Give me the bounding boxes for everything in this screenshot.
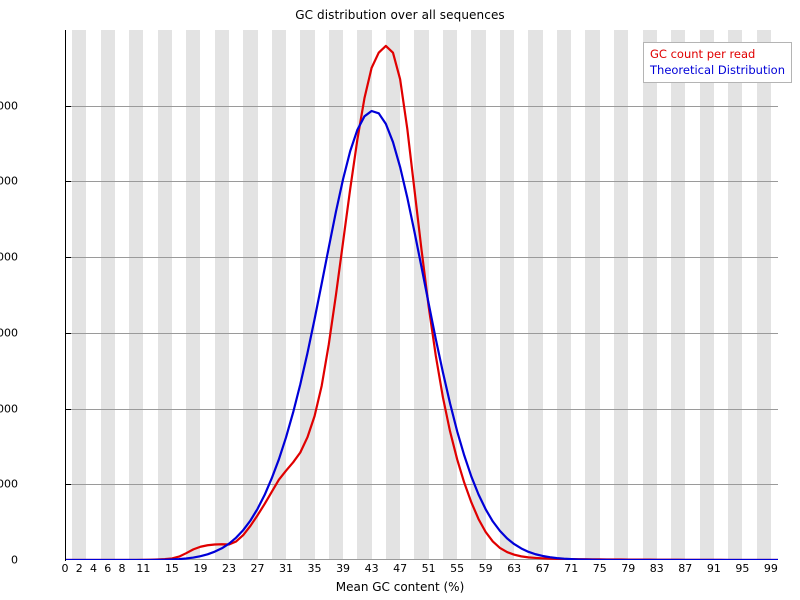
gridline bbox=[65, 181, 778, 183]
x-axis-tick-label: 99 bbox=[763, 562, 778, 575]
background-band bbox=[756, 30, 771, 560]
x-axis-tick-label: 4 bbox=[90, 562, 98, 575]
y-axis-tick-label: 1000000 bbox=[0, 477, 18, 491]
series-line bbox=[65, 109, 778, 560]
x-axis-tick-label: 83 bbox=[649, 562, 664, 575]
y-axis-tick-label: 2000000 bbox=[0, 402, 18, 416]
x-axis-tick-label: 67 bbox=[535, 562, 550, 575]
x-axis-label: Mean GC content (%) bbox=[335, 580, 465, 594]
x-axis-tick-label: 19 bbox=[193, 562, 208, 575]
background-band bbox=[214, 30, 229, 560]
legend: GC count per read Theoretical Distributi… bbox=[643, 42, 792, 83]
legend-item-gc-count-per-read: GC count per read bbox=[650, 47, 756, 61]
axis-x-line bbox=[65, 559, 778, 560]
background-band bbox=[157, 30, 172, 560]
background-band bbox=[585, 30, 600, 560]
x-axis-tick-label: 23 bbox=[221, 562, 236, 575]
x-axis-tick-label: 71 bbox=[564, 562, 579, 575]
y-axis-tick-label: 0 bbox=[11, 553, 18, 567]
x-axis-tick-label: 8 bbox=[118, 562, 126, 575]
data-curves bbox=[65, 44, 778, 560]
background-band bbox=[414, 30, 429, 560]
background-band bbox=[471, 30, 486, 560]
y-axis-tick-mark bbox=[65, 332, 71, 334]
background-band bbox=[243, 30, 258, 560]
y-axis-tick-label: 4000000 bbox=[0, 250, 18, 264]
gridline bbox=[65, 332, 778, 334]
legend-item-theoretical-distribution: Theoretical Distribution bbox=[650, 63, 785, 77]
x-axis-tick-label: 95 bbox=[735, 562, 750, 575]
chart-title: GC distribution over all sequences bbox=[295, 8, 505, 22]
x-axis-tick-label: 43 bbox=[364, 562, 379, 575]
x-axis-tick-label: 47 bbox=[393, 562, 408, 575]
background-band bbox=[699, 30, 714, 560]
background-band bbox=[528, 30, 543, 560]
x-axis-tick-label: 75 bbox=[592, 562, 607, 575]
x-axis-tick-label: 79 bbox=[621, 562, 636, 575]
x-axis-tick-label: 31 bbox=[279, 562, 294, 575]
background-band bbox=[129, 30, 144, 560]
y-axis-tick-mark bbox=[65, 181, 71, 183]
series-line bbox=[65, 44, 778, 560]
x-axis-tick-label: 91 bbox=[706, 562, 721, 575]
x-axis-tick-label: 39 bbox=[336, 562, 351, 575]
x-axis-tick-label: 11 bbox=[136, 562, 151, 575]
x-axis-tick-label: 51 bbox=[421, 562, 436, 575]
background-band bbox=[614, 30, 629, 560]
x-axis-tick-label: 0 bbox=[61, 562, 69, 575]
axis-y-line bbox=[65, 30, 66, 561]
x-axis-tick-label: 87 bbox=[678, 562, 693, 575]
background-bands bbox=[65, 30, 778, 560]
x-axis-tick-label: 27 bbox=[250, 562, 265, 575]
y-axis-tick-mark bbox=[65, 105, 71, 107]
plot-area bbox=[65, 30, 778, 560]
x-axis-tick-label: 2 bbox=[75, 562, 83, 575]
gridline bbox=[65, 105, 778, 107]
x-axis-tick-label: 35 bbox=[307, 562, 322, 575]
x-axis-tick-label: 55 bbox=[450, 562, 465, 575]
y-axis-tick-label: 3000000 bbox=[0, 326, 18, 340]
gridline bbox=[65, 484, 778, 486]
background-band bbox=[357, 30, 372, 560]
y-axis-tick-mark bbox=[65, 484, 71, 486]
y-axis-tick-mark bbox=[65, 257, 71, 259]
background-band bbox=[385, 30, 401, 560]
background-band bbox=[186, 30, 201, 560]
y-axis-tick-label: 5000000 bbox=[0, 174, 18, 188]
background-band bbox=[442, 30, 458, 560]
x-axis-tick-label: 15 bbox=[164, 562, 179, 575]
y-axis-tick-label: 6000000 bbox=[0, 99, 18, 113]
background-band bbox=[556, 30, 572, 560]
background-band bbox=[499, 30, 515, 560]
background-band bbox=[728, 30, 743, 560]
gridline bbox=[65, 408, 778, 410]
y-axis-tick-mark bbox=[65, 408, 71, 410]
x-axis-tick-label: 63 bbox=[507, 562, 522, 575]
background-band bbox=[671, 30, 686, 560]
background-band bbox=[642, 30, 657, 560]
background-band bbox=[100, 30, 115, 560]
x-axis-tick-label: 6 bbox=[104, 562, 112, 575]
background-band bbox=[271, 30, 287, 560]
background-band bbox=[72, 30, 87, 560]
x-axis-tick-label: 59 bbox=[478, 562, 493, 575]
